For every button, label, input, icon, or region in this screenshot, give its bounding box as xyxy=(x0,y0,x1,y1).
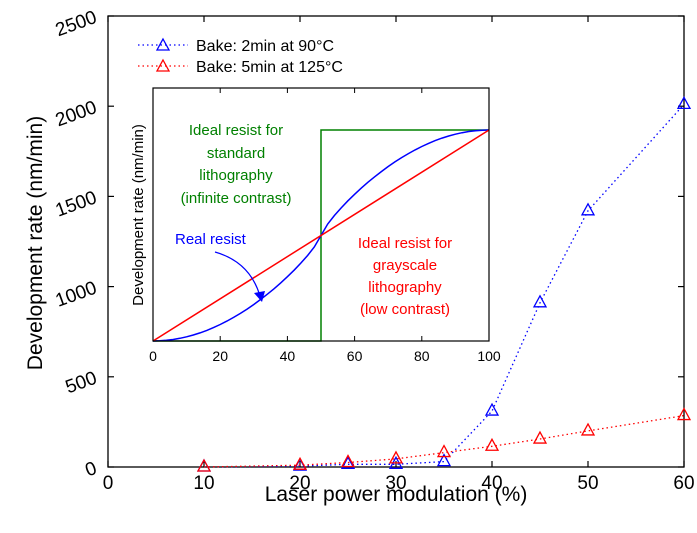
inset-x-tick-label-0: 0 xyxy=(149,348,157,364)
series-2-point-10 xyxy=(196,458,212,472)
x-tick-label-60: 60 xyxy=(673,473,694,494)
series-2-point-40 xyxy=(484,437,500,451)
annotation-ideal-grayscale: Ideal resist for grayscale lithography (… xyxy=(358,235,452,318)
x-tick-label-10: 10 xyxy=(193,473,214,494)
annotation-ideal-standard-line-2: standard xyxy=(207,145,265,162)
real-resist-arrowhead xyxy=(254,291,265,302)
x-axis-label: Laser power modulation (%) xyxy=(265,483,528,506)
legend: Bake: 2min at 90°C Bake: 5min at 125°C xyxy=(138,37,343,76)
series-2-point-30 xyxy=(388,450,404,464)
x-tick-label-20: 20 xyxy=(289,473,310,494)
inset-x-tick-label-20: 20 xyxy=(212,348,228,364)
y-tick-label-1500: 1500 xyxy=(53,187,100,221)
x-tick-label-30: 30 xyxy=(385,473,406,494)
legend-label-series-2: Bake: 5min at 125°C xyxy=(196,59,343,76)
annotation-ideal-standard-line-4: (infinite contrast) xyxy=(181,190,292,207)
series-2-point-35 xyxy=(436,444,452,458)
y-axis-label: Development rate (nm/min) xyxy=(24,116,47,370)
x-tick-label-50: 50 xyxy=(577,473,598,494)
series-1-point-45 xyxy=(532,294,548,308)
series-2-point-20 xyxy=(292,456,308,470)
series-1-point-40 xyxy=(484,402,500,416)
inset-curve-linear xyxy=(152,129,490,342)
series-1-point-35 xyxy=(436,453,452,467)
inset-frame xyxy=(152,87,490,342)
annotation-ideal-grayscale-line-3: lithography xyxy=(368,279,442,296)
annotation-ideal-grayscale-line-4: (low contrast) xyxy=(360,301,450,318)
inset-x-tick-label-80: 80 xyxy=(414,348,430,364)
x-tick-label-40: 40 xyxy=(481,473,502,494)
annotation-ideal-grayscale-line-2: grayscale xyxy=(373,257,437,274)
series-2-point-50 xyxy=(580,422,596,436)
series-1-point-60 xyxy=(676,96,692,110)
series-1-point-50 xyxy=(580,202,596,216)
series-2-point-25 xyxy=(340,454,356,468)
inset-x-tick-label-40: 40 xyxy=(280,348,296,364)
real-resist-arrow xyxy=(214,251,261,297)
y-tick-label-1000: 1000 xyxy=(53,278,100,312)
series-2-point-60 xyxy=(676,407,692,421)
y-tick-label-500: 500 xyxy=(63,368,100,399)
y-tick-label-0: 0 xyxy=(83,458,100,481)
series-1-point-25 xyxy=(340,455,356,469)
y-tick-label-2500: 2500 xyxy=(53,7,100,41)
main-series-group xyxy=(196,96,692,472)
annotation-real-resist: Real resist xyxy=(175,231,247,248)
series-line-2 xyxy=(203,414,685,468)
inset-x-tick-label-60: 60 xyxy=(347,348,363,364)
x-tick-label-0: 0 xyxy=(103,473,114,494)
inset-y-axis-label: Development rate (nm/min) xyxy=(130,124,147,306)
legend-label-series-1: Bake: 2min at 90°C xyxy=(196,38,334,55)
annotation-ideal-standard-line-3: lithography xyxy=(199,167,273,184)
inset-chart: 0 20 40 60 80 100 Development rate (nm/min) I… xyxy=(130,87,501,364)
annotation-ideal-standard-line-1: Ideal resist for xyxy=(189,122,283,139)
legend-marker-series-1 xyxy=(155,37,171,51)
legend-marker-series-2 xyxy=(155,58,171,72)
y-tick-label-2000: 2000 xyxy=(53,97,100,131)
series-2-point-45 xyxy=(532,430,548,444)
inset-x-tick-label-100: 100 xyxy=(477,348,501,364)
annotation-ideal-standard: Ideal resist for standard lithography (i… xyxy=(181,122,292,207)
annotation-ideal-grayscale-line-1: Ideal resist for xyxy=(358,235,452,252)
inset-tick-group: 0 20 40 60 80 100 xyxy=(149,88,501,364)
